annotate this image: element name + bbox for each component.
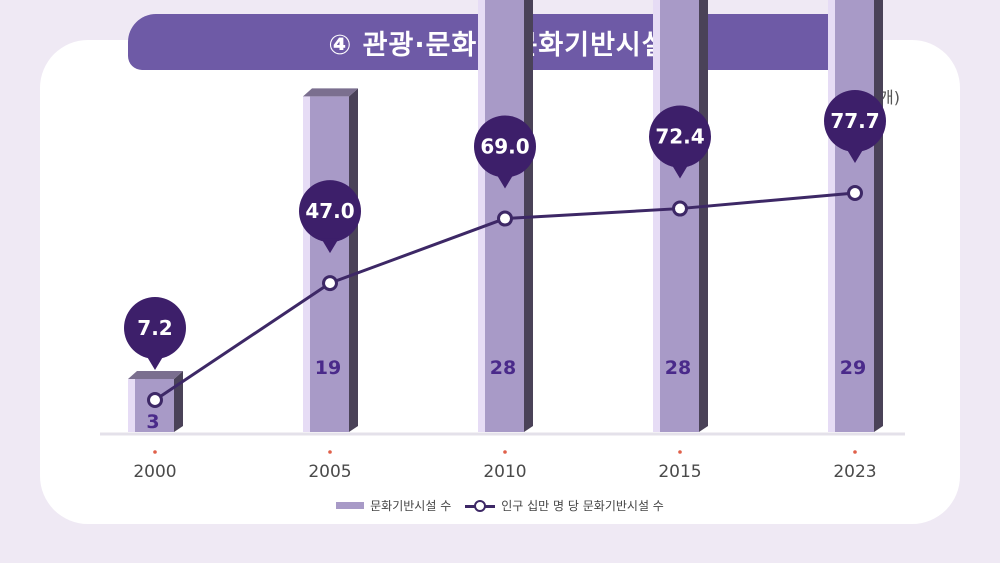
bar-highlight xyxy=(828,0,835,432)
bar-value-label: 19 xyxy=(315,357,341,379)
x-tick-label: 2005 xyxy=(308,462,351,482)
line-value-label: 69.0 xyxy=(480,135,529,159)
bar-value-label: 29 xyxy=(840,357,866,379)
value-bubble xyxy=(824,90,886,152)
value-bubble xyxy=(474,115,536,178)
bar-side xyxy=(699,0,708,432)
legend-bar-label: 문화기반시설 수 xyxy=(370,499,452,513)
line-value-label: 47.0 xyxy=(305,199,354,223)
x-tick-label: 2023 xyxy=(833,462,876,482)
line-marker xyxy=(672,200,688,217)
legend-item-line: 인구 십만 명 당 문화기반시설 수 xyxy=(465,497,664,514)
legend-item-bars: 문화기반시설 수 xyxy=(336,497,451,514)
value-bubble-pointer xyxy=(846,148,864,163)
legend-line-label: 인구 십만 명 당 문화기반시설 수 xyxy=(501,499,664,513)
line-value-label: 72.4 xyxy=(655,125,704,149)
x-tick-label: 2010 xyxy=(483,462,526,482)
bar-side xyxy=(349,88,358,432)
legend: 문화기반시설 수 인구 십만 명 당 문화기반시설 수 xyxy=(0,497,1000,514)
x-tick-label: 2015 xyxy=(658,462,701,482)
line-marker xyxy=(322,275,338,292)
x-tick-dot xyxy=(678,450,682,454)
line-value-label: 77.7 xyxy=(830,109,879,133)
bar-side xyxy=(174,371,183,432)
bar-highlight xyxy=(303,96,310,432)
bar-highlight xyxy=(478,0,485,432)
line-marker xyxy=(147,392,163,408)
value-bubble-pointer xyxy=(496,173,514,189)
bar-side xyxy=(874,0,883,432)
x-tick-dot xyxy=(853,450,857,454)
value-bubble xyxy=(124,297,186,359)
bar-top xyxy=(303,88,358,97)
x-tick-dot xyxy=(328,450,332,454)
legend-bar-swatch xyxy=(336,502,365,509)
line-marker xyxy=(497,210,513,227)
bar-highlight xyxy=(653,0,660,432)
x-tick-dot xyxy=(503,450,507,454)
bar-highlight xyxy=(128,379,135,432)
value-bubble-pointer xyxy=(146,355,164,370)
value-bubble-pointer xyxy=(321,238,339,254)
x-tick-dot xyxy=(153,450,157,454)
line-marker xyxy=(847,185,863,201)
bar-value-label: 28 xyxy=(665,357,691,379)
bar-top xyxy=(128,371,183,379)
bar-face xyxy=(828,0,874,432)
bar-value-label: 3 xyxy=(146,411,159,433)
bar-face xyxy=(653,0,699,432)
legend-line-swatch xyxy=(465,499,496,512)
bar-value-label: 28 xyxy=(490,357,516,379)
bar-face xyxy=(303,96,349,432)
value-bubble xyxy=(649,105,711,168)
value-bubble xyxy=(299,180,361,243)
line-value-label: 7.2 xyxy=(137,316,172,340)
x-tick-label: 2000 xyxy=(133,462,176,482)
value-bubble-pointer xyxy=(671,163,689,179)
